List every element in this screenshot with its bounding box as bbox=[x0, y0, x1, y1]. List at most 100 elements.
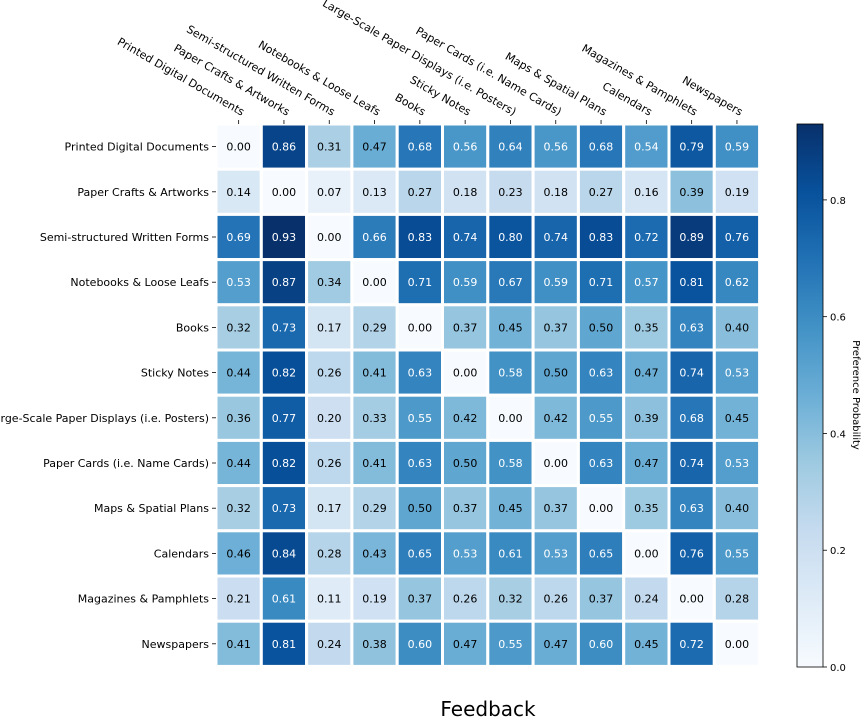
cell-value-label: 0.59 bbox=[453, 276, 478, 289]
cell-value-label: 0.73 bbox=[272, 321, 297, 334]
cell-value-label: 0.74 bbox=[679, 457, 704, 470]
cell-value-label: 0.55 bbox=[589, 412, 614, 425]
cell-value-label: 0.32 bbox=[498, 593, 523, 606]
cell-value-label: 0.00 bbox=[544, 457, 569, 470]
cell-value-label: 0.63 bbox=[589, 367, 614, 380]
cell-value-label: 0.24 bbox=[317, 638, 342, 651]
heatmap-cell bbox=[712, 212, 762, 262]
cell-value-label: 0.42 bbox=[453, 412, 478, 425]
cell-value-label: 0.82 bbox=[272, 457, 297, 470]
cell-value-label: 0.93 bbox=[272, 231, 297, 244]
cell-value-label: 0.76 bbox=[679, 547, 704, 560]
cell-value-label: 0.40 bbox=[725, 321, 750, 334]
y-tick-label: Magazines & Pamphlets bbox=[78, 593, 210, 606]
cell-value-label: 0.00 bbox=[589, 502, 614, 515]
cell-value-label: 0.63 bbox=[679, 502, 704, 515]
cell-value-label: 0.00 bbox=[317, 231, 342, 244]
cell-value-label: 0.00 bbox=[408, 321, 433, 334]
heatmap-cell bbox=[531, 484, 580, 533]
heatmap-cell bbox=[622, 619, 671, 668]
cell-value-label: 0.83 bbox=[408, 231, 433, 244]
cell-value-label: 0.45 bbox=[498, 502, 523, 515]
heatmap-cell bbox=[712, 574, 762, 623]
cell-value-label: 0.81 bbox=[272, 638, 297, 651]
heatmap-cell bbox=[531, 348, 580, 397]
cell-value-label: 0.28 bbox=[317, 547, 342, 560]
heatmap-cell bbox=[712, 258, 762, 307]
colorbar-tick-label: 0.4 bbox=[830, 429, 846, 440]
heatmap-cell bbox=[712, 484, 762, 533]
cell-value-label: 0.40 bbox=[725, 502, 750, 515]
y-tick-label: Maps & Spatial Plans bbox=[94, 502, 209, 515]
y-tick-label: Calendars bbox=[154, 547, 209, 560]
cell-value-label: 0.37 bbox=[589, 593, 614, 606]
cell-value-label: 0.32 bbox=[226, 321, 251, 334]
heatmap-cell bbox=[305, 484, 354, 533]
cell-value-label: 0.89 bbox=[679, 231, 704, 244]
cell-value-label: 0.68 bbox=[408, 141, 433, 154]
heatmap-cell bbox=[259, 619, 309, 668]
cell-value-label: 0.16 bbox=[634, 186, 659, 199]
cell-value-label: 0.53 bbox=[226, 276, 251, 289]
cell-value-label: 0.41 bbox=[362, 367, 387, 380]
cell-value-label: 0.27 bbox=[589, 186, 614, 199]
y-tick-label: Paper Cards (i.e. Name Cards) bbox=[43, 457, 209, 470]
cell-value-label: 0.71 bbox=[589, 276, 614, 289]
cell-value-label: 0.74 bbox=[453, 231, 478, 244]
cell-value-label: 0.37 bbox=[453, 502, 478, 515]
cell-value-label: 0.41 bbox=[226, 638, 251, 651]
cell-value-label: 0.59 bbox=[544, 276, 569, 289]
cell-value-label: 0.17 bbox=[317, 502, 342, 515]
cell-value-label: 0.11 bbox=[317, 593, 342, 606]
heatmap-cell bbox=[486, 529, 535, 578]
cell-value-label: 0.73 bbox=[272, 502, 297, 515]
cell-value-label: 0.60 bbox=[408, 638, 433, 651]
y-tick-label: Paper Crafts & Artworks bbox=[77, 186, 209, 199]
cell-value-label: 0.38 bbox=[362, 638, 387, 651]
cell-value-label: 0.47 bbox=[634, 457, 659, 470]
cell-value-label: 0.29 bbox=[362, 502, 387, 515]
cell-value-label: 0.71 bbox=[408, 276, 433, 289]
cell-value-label: 0.35 bbox=[634, 321, 659, 334]
cell-value-label: 0.67 bbox=[498, 276, 523, 289]
y-tick-labels: Printed Digital Documents Paper Crafts & … bbox=[0, 141, 216, 651]
y-tick-label: Newspapers bbox=[142, 638, 210, 651]
colorbar-tick-label: 0.0 bbox=[830, 663, 846, 674]
heatmap-cell bbox=[622, 258, 671, 307]
cell-value-label: 0.47 bbox=[544, 638, 569, 651]
cell-value-label: 0.07 bbox=[317, 186, 342, 199]
cell-value-label: 0.36 bbox=[226, 412, 251, 425]
cell-value-label: 0.19 bbox=[362, 593, 387, 606]
colorbar-gradient bbox=[796, 123, 824, 668]
cell-value-label: 0.43 bbox=[362, 547, 387, 560]
cell-value-label: 0.35 bbox=[634, 502, 659, 515]
cell-value-label: 0.45 bbox=[725, 412, 750, 425]
cell-value-label: 0.26 bbox=[453, 593, 478, 606]
cell-value-label: 0.47 bbox=[362, 141, 387, 154]
heatmap-cell bbox=[712, 438, 762, 488]
heatmap-cell bbox=[667, 167, 716, 216]
heatmap-cell bbox=[259, 393, 309, 442]
cell-value-label: 0.50 bbox=[589, 321, 614, 334]
cell-value-label: 0.56 bbox=[544, 141, 569, 154]
heatmap-cell bbox=[531, 529, 580, 578]
heatmap-cell bbox=[441, 348, 490, 397]
colorbar-tick-label: 0.2 bbox=[830, 546, 846, 557]
cell-value-label: 0.44 bbox=[226, 367, 251, 380]
heatmap-cell bbox=[395, 167, 445, 216]
cell-value-label: 0.20 bbox=[317, 412, 342, 425]
cell-value-label: 0.47 bbox=[453, 638, 478, 651]
heatmap-cell bbox=[259, 484, 309, 533]
cell-value-label: 0.46 bbox=[226, 547, 251, 560]
heatmap-cell bbox=[441, 574, 490, 623]
cell-value-label: 0.58 bbox=[498, 457, 523, 470]
cell-value-label: 0.58 bbox=[498, 367, 523, 380]
x-tick-label: Books bbox=[393, 91, 428, 119]
cell-value-label: 0.54 bbox=[634, 141, 659, 154]
cell-value-label: 0.63 bbox=[408, 457, 433, 470]
cell-value-label: 0.59 bbox=[725, 141, 750, 154]
y-tick-label: Semi-structured Written Forms bbox=[40, 231, 209, 244]
cell-value-label: 0.37 bbox=[544, 321, 569, 334]
cell-value-label: 0.42 bbox=[544, 412, 569, 425]
